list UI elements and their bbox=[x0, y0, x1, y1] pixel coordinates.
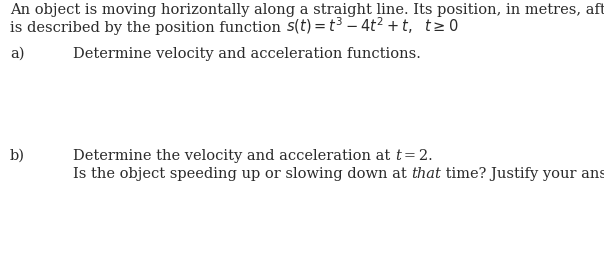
Text: $s(t)=t^{3}-4t^{2}+t,\ \ t\geq0$: $s(t)=t^{3}-4t^{2}+t,\ \ t\geq0$ bbox=[286, 16, 458, 37]
Text: b): b) bbox=[10, 149, 25, 163]
Text: An object is moving horizontally along a straight line. Its position, in metres,: An object is moving horizontally along a… bbox=[10, 3, 604, 17]
Text: that: that bbox=[411, 167, 442, 181]
Text: = 2.: = 2. bbox=[400, 149, 432, 163]
Text: t: t bbox=[395, 149, 400, 163]
Text: is described by the position function: is described by the position function bbox=[10, 21, 286, 35]
Text: Is the object speeding up or slowing down at: Is the object speeding up or slowing dow… bbox=[73, 167, 411, 181]
Text: a): a) bbox=[10, 47, 25, 61]
Text: Determine the velocity and acceleration at: Determine the velocity and acceleration … bbox=[73, 149, 395, 163]
Text: time? Justify your answer.: time? Justify your answer. bbox=[442, 167, 604, 181]
Text: Determine velocity and acceleration functions.: Determine velocity and acceleration func… bbox=[73, 47, 421, 61]
